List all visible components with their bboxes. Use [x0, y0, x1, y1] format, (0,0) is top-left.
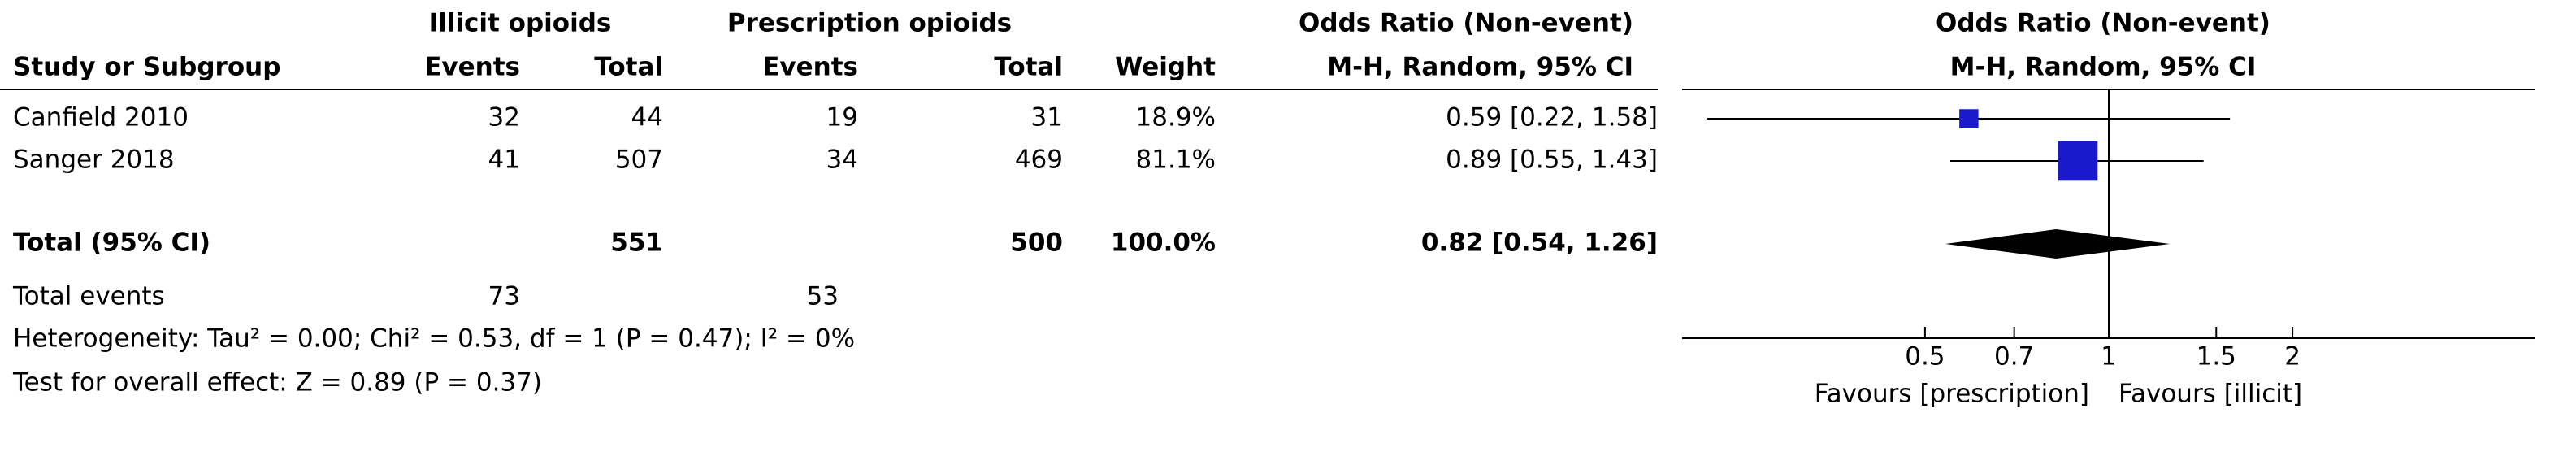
column-header: Events: [424, 53, 520, 82]
overall-effect: Test for overall effect: Z = 0.89 (P = 0…: [12, 368, 542, 398]
effect-title: Odds Ratio (Non-event): [1299, 9, 1633, 38]
total-diamond: [1945, 229, 2171, 259]
favours-left: Favours [prescription]: [1815, 380, 2089, 409]
favours-right: Favours [illicit]: [2118, 380, 2302, 409]
total: 500: [1010, 228, 1063, 258]
x-tick-label: 1: [2101, 342, 2117, 372]
plot-method: M-H, Random, 95% CI: [1950, 53, 2257, 82]
x-tick-label: 0.7: [1994, 342, 2034, 372]
column-header: Events: [762, 53, 858, 82]
total: 44: [631, 103, 663, 133]
odds-ratio: 0.59 [0.22, 1.58]: [1446, 103, 1658, 133]
weight: 81.1%: [1136, 146, 1216, 175]
total-name: Total (95% CI): [13, 228, 210, 258]
x-tick-label: 1.5: [2197, 342, 2236, 372]
column-header: Weight: [1115, 53, 1216, 82]
study-square: [1959, 109, 1979, 128]
x-tick-label: 2: [2284, 342, 2301, 372]
column-header: Study or Subgroup: [13, 53, 280, 82]
events: 34: [826, 146, 858, 175]
study-square: [2058, 141, 2098, 181]
events: 19: [826, 103, 858, 133]
total: 551: [610, 228, 663, 258]
events: 53: [807, 282, 839, 311]
x-tick-label: 0.5: [1905, 342, 1945, 372]
odds-ratio: 0.89 [0.55, 1.43]: [1446, 146, 1658, 175]
column-header: Total: [594, 53, 663, 82]
study-name: Canfield 2010: [13, 103, 189, 133]
total-events-label: Total events: [12, 282, 165, 311]
column-header: Total: [994, 53, 1063, 82]
weight: 18.9%: [1136, 103, 1216, 133]
events: 41: [488, 146, 520, 175]
group-header: Prescription opioids: [727, 9, 1012, 38]
events: 73: [488, 282, 520, 311]
study-name: Sanger 2018: [13, 146, 175, 175]
effect-method: M-H, Random, 95% CI: [1327, 53, 1633, 82]
weight: 100.0%: [1111, 228, 1216, 258]
group-header: Illicit opioids: [429, 9, 612, 38]
total: 469: [1015, 146, 1063, 175]
plot-title: Odds Ratio (Non-event): [1936, 9, 2270, 38]
events: 32: [488, 103, 520, 133]
odds-ratio: 0.82 [0.54, 1.26]: [1421, 228, 1658, 258]
total: 31: [1031, 103, 1063, 133]
total: 507: [615, 146, 663, 175]
heterogeneity: Heterogeneity: Tau² = 0.00; Chi² = 0.53,…: [13, 324, 855, 354]
